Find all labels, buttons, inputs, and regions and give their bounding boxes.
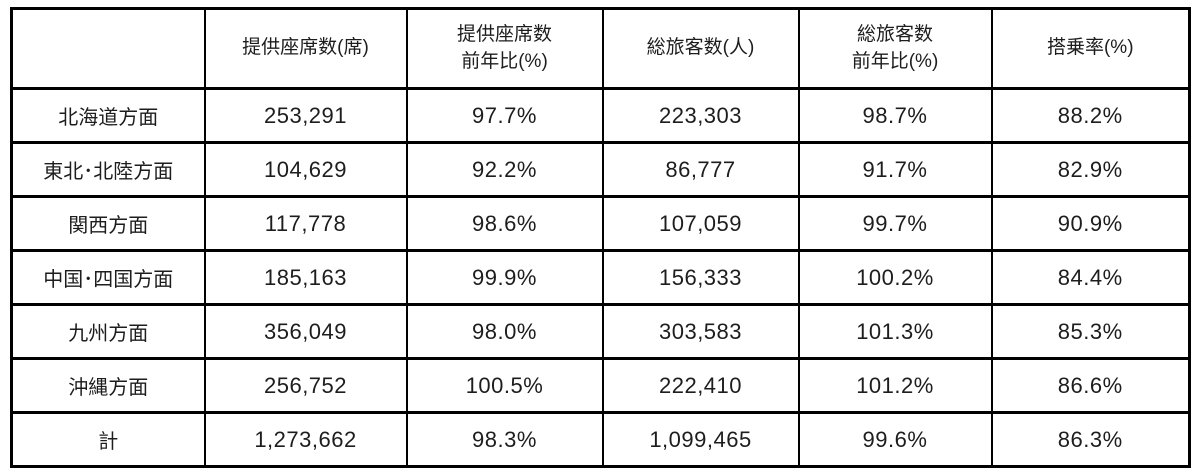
data-cell: 92.2%: [405, 141, 604, 198]
table-row: 九州方面 356,049 98.0% 303,583 101.3% 85.3%: [10, 303, 1191, 360]
column-header: 総旅客数 前年比(%): [797, 7, 993, 90]
data-cell: 97.7%: [405, 87, 604, 144]
row-label: 沖縄方面: [10, 357, 206, 414]
table-row: 中国･四国方面 185,163 99.9% 156,333 100.2% 84.4%: [10, 249, 1191, 306]
data-cell: 90.9%: [990, 195, 1191, 252]
data-cell: 88.2%: [990, 87, 1191, 144]
data-cell: 1,099,465: [601, 411, 800, 468]
table-row: 沖縄方面 256,752 100.5% 222,410 101.2% 86.6%: [10, 357, 1191, 414]
table-row: 計 1,273,662 98.3% 1,099,465 99.6% 86.3%: [10, 411, 1191, 468]
data-cell: 1,273,662: [203, 411, 408, 468]
data-cell: 85.3%: [990, 303, 1191, 360]
data-cell: 107,059: [601, 195, 800, 252]
column-header: 提供座席数(席): [203, 7, 408, 90]
row-label: 九州方面: [10, 303, 206, 360]
data-cell: 99.9%: [405, 249, 604, 306]
data-cell: 101.2%: [797, 357, 993, 414]
row-label: 東北･北陸方面: [10, 141, 206, 198]
data-cell: 100.5%: [405, 357, 604, 414]
data-cell: 101.3%: [797, 303, 993, 360]
row-label: 関西方面: [10, 195, 206, 252]
data-cell: 84.4%: [990, 249, 1191, 306]
data-cell: 156,333: [601, 249, 800, 306]
data-cell: 86.3%: [990, 411, 1191, 468]
table-body: 北海道方面 253,291 97.7% 223,303 98.7% 88.2% 東北･北陸方…: [10, 87, 1191, 468]
column-header: 総旅客数(人): [601, 7, 800, 90]
table-row: 北海道方面 253,291 97.7% 223,303 98.7% 88.2%: [10, 87, 1191, 144]
data-cell: 222,410: [601, 357, 800, 414]
data-cell: 356,049: [203, 303, 408, 360]
data-cell: 256,752: [203, 357, 408, 414]
data-cell: 100.2%: [797, 249, 993, 306]
row-label: 計: [10, 411, 206, 468]
data-cell: 86,777: [601, 141, 800, 198]
data-cell: 223,303: [601, 87, 800, 144]
data-cell: 303,583: [601, 303, 800, 360]
data-cell: 99.6%: [797, 411, 993, 468]
data-cell: 185,163: [203, 249, 408, 306]
data-cell: 98.0%: [405, 303, 604, 360]
data-cell: 82.9%: [990, 141, 1191, 198]
table-row: 関西方面 117,778 98.6% 107,059 99.7% 90.9%: [10, 195, 1191, 252]
data-cell: 91.7%: [797, 141, 993, 198]
data-cell: 104,629: [203, 141, 408, 198]
region-traffic-table: 提供座席数(席) 提供座席数 前年比(%) 総旅客数(人) 総旅客数 前年比(%) 搭乗…: [10, 7, 1191, 468]
data-cell: 98.6%: [405, 195, 604, 252]
row-label: 中国･四国方面: [10, 249, 206, 306]
data-cell: 98.3%: [405, 411, 604, 468]
data-cell: 99.7%: [797, 195, 993, 252]
table-row: 東北･北陸方面 104,629 92.2% 86,777 91.7% 82.9%: [10, 141, 1191, 198]
data-cell: 253,291: [203, 87, 408, 144]
row-label: 北海道方面: [10, 87, 206, 144]
column-header: 搭乗率(%): [990, 7, 1191, 90]
data-cell: 117,778: [203, 195, 408, 252]
data-cell: 98.7%: [797, 87, 993, 144]
data-cell: 86.6%: [990, 357, 1191, 414]
corner-cell: [10, 7, 206, 90]
column-header: 提供座席数 前年比(%): [405, 7, 604, 90]
header-row: 提供座席数(席) 提供座席数 前年比(%) 総旅客数(人) 総旅客数 前年比(%) 搭乗…: [10, 7, 1191, 90]
